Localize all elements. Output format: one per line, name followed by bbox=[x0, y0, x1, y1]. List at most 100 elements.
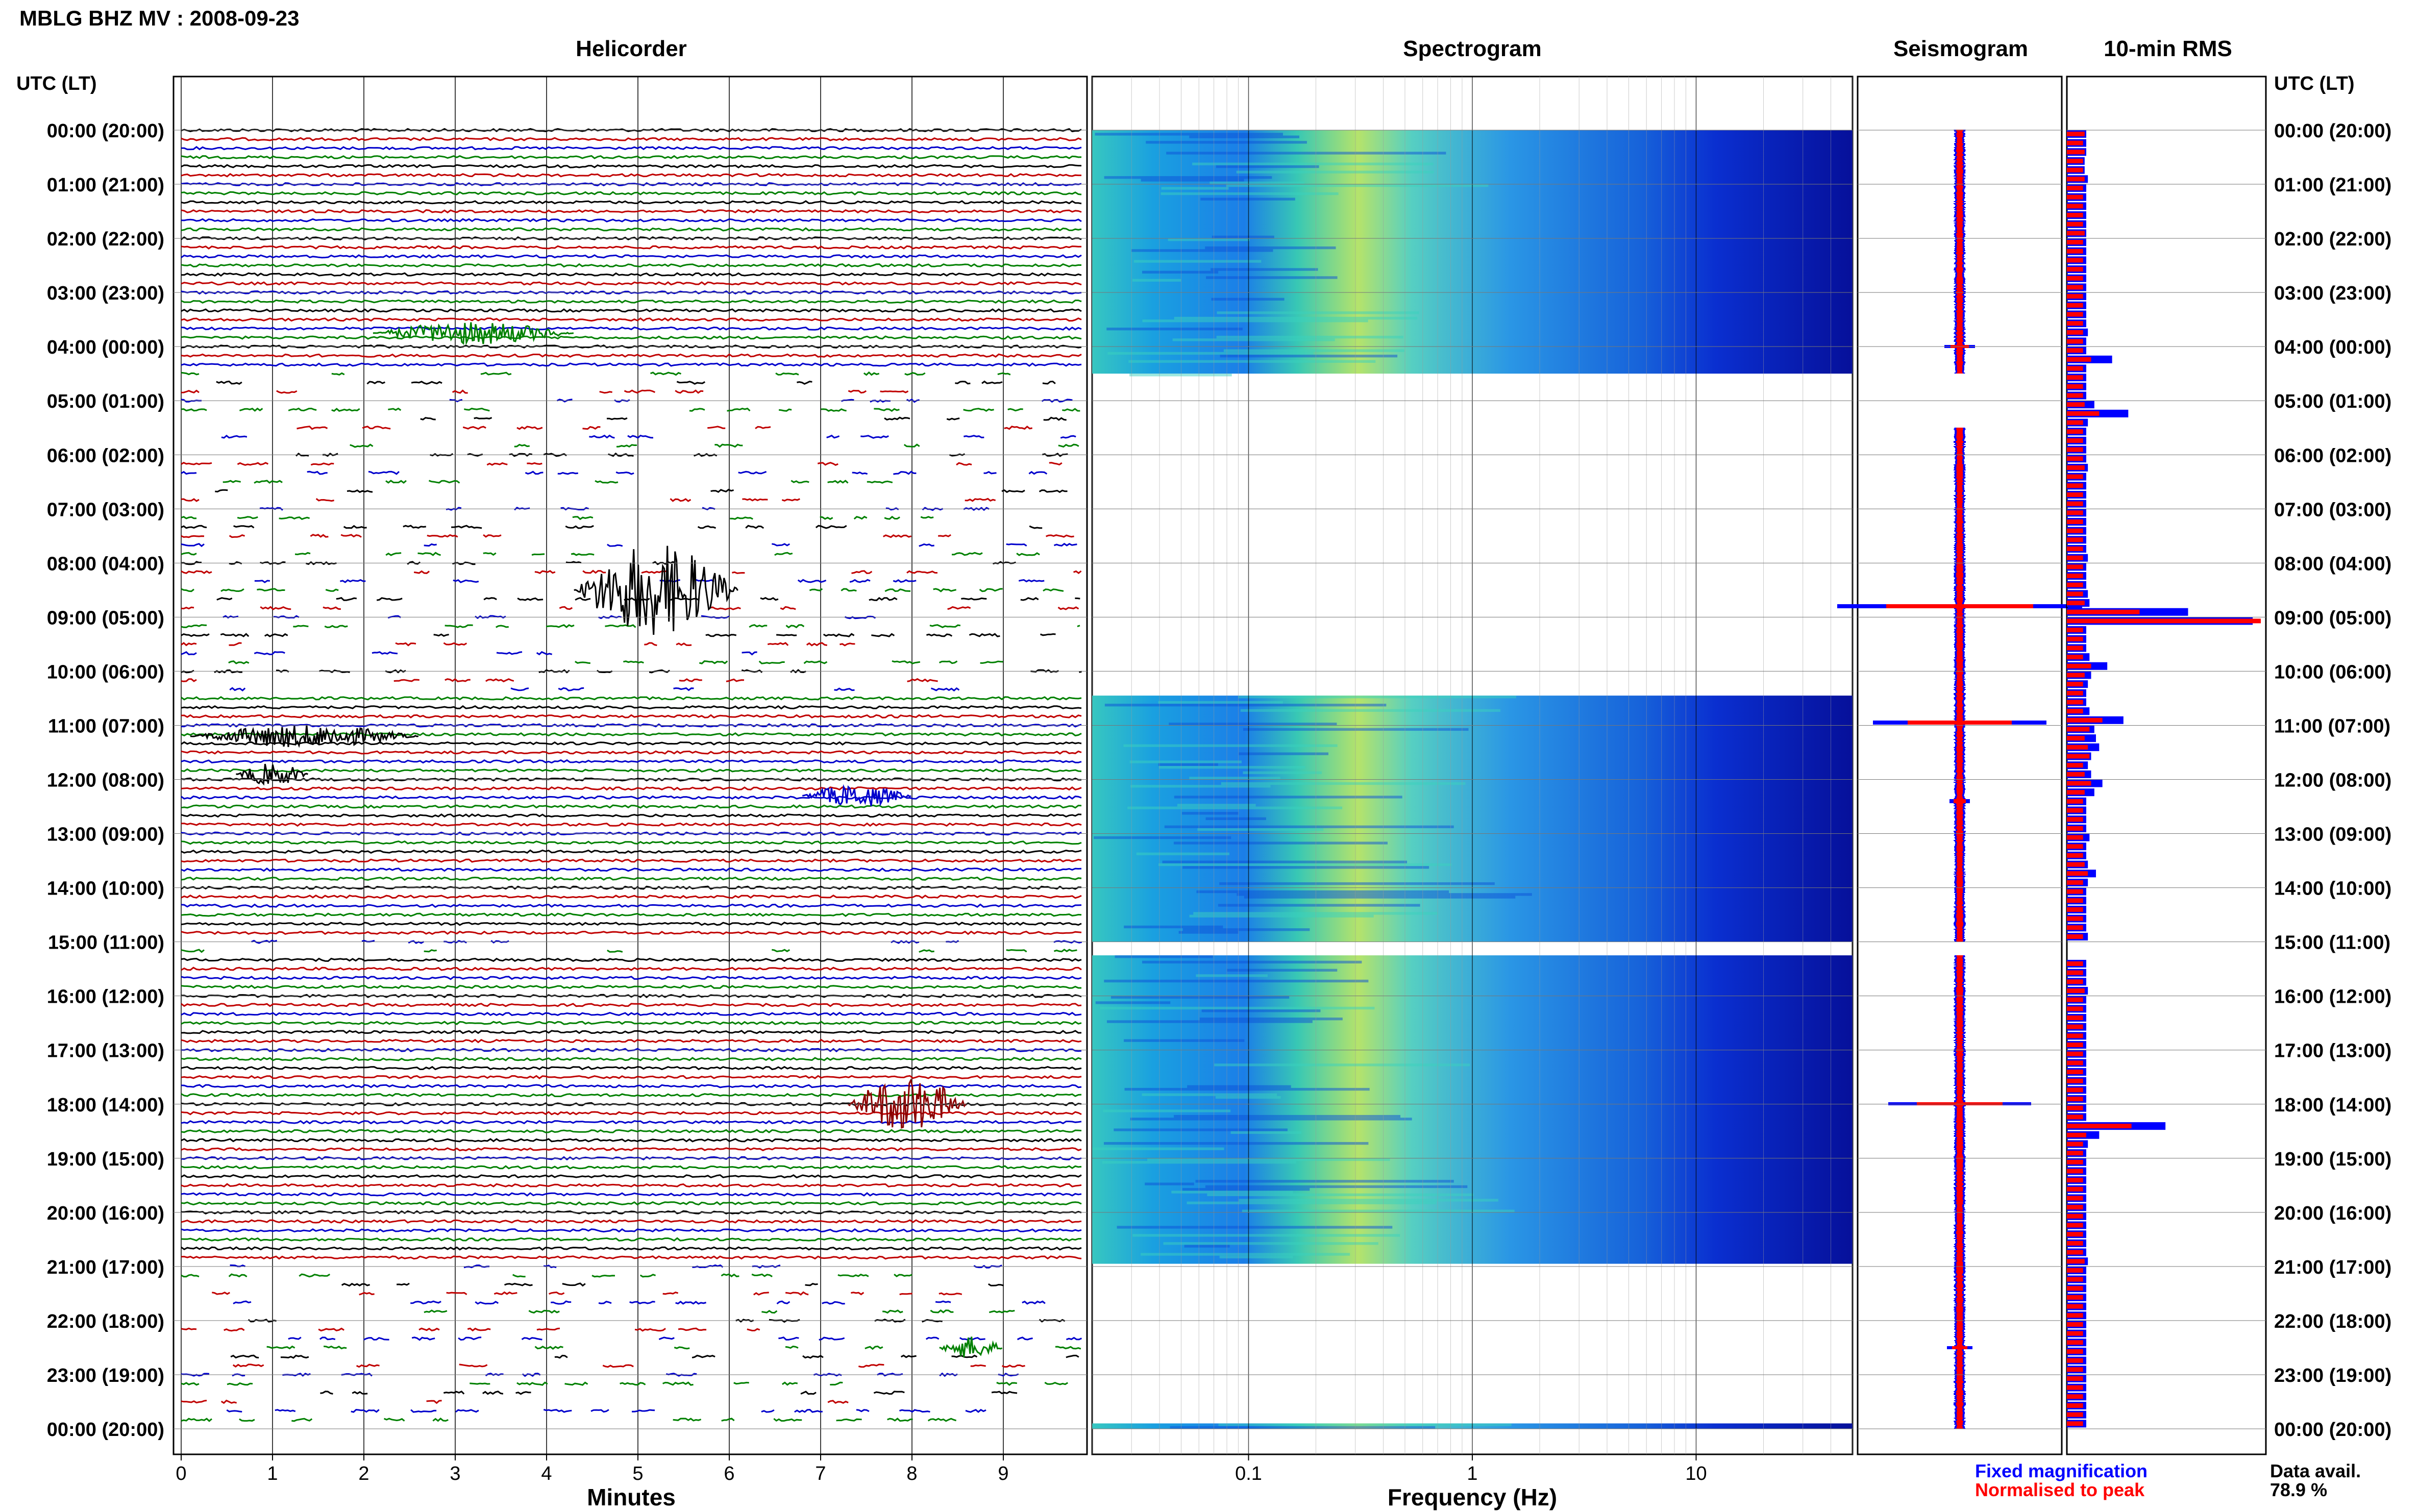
rms-bar-normalised bbox=[2067, 231, 2085, 236]
rms-bar-normalised bbox=[2067, 1241, 2083, 1246]
rms-bar-normalised bbox=[2067, 628, 2083, 633]
rms-bar-normalised bbox=[2067, 1151, 2083, 1156]
spectrogram-texture bbox=[1131, 249, 1273, 252]
helicorder-trace bbox=[181, 552, 1040, 556]
helicorder-trace bbox=[226, 1408, 986, 1413]
helicorder-trace bbox=[181, 254, 1082, 259]
helicorder-trace bbox=[181, 525, 1043, 529]
rms-bar-normalised bbox=[2067, 221, 2083, 227]
helicorder-trace bbox=[181, 1111, 1082, 1116]
rms-bar-normalised bbox=[2067, 898, 2083, 903]
rms-bar-normalised bbox=[2067, 1006, 2083, 1011]
helicorder-trace bbox=[181, 344, 1082, 349]
helicorder-event bbox=[802, 784, 911, 807]
rms-bar-normalised bbox=[2067, 745, 2088, 750]
spectrogram-texture bbox=[1142, 960, 1362, 964]
time-label-right: 08:00 (04:00) bbox=[2274, 553, 2391, 575]
rms-bar-normalised bbox=[2067, 609, 2140, 614]
rms-bar-normalised bbox=[2067, 844, 2083, 849]
rms-bar-normalised bbox=[2067, 709, 2083, 714]
spectrogram-texture bbox=[1114, 1128, 1288, 1131]
helicorder-event bbox=[939, 1336, 1003, 1357]
rms-bar-normalised bbox=[2067, 177, 2085, 182]
spectrogram-texture bbox=[1174, 1114, 1401, 1118]
helicorder-trace bbox=[212, 1291, 962, 1296]
helicorder-trace bbox=[181, 1201, 1082, 1206]
rms-bar-normalised bbox=[2067, 1421, 2083, 1426]
rms-bar-normalised bbox=[2067, 1132, 2086, 1137]
spectrogram-texture bbox=[1187, 1085, 1291, 1088]
helicorder-trace bbox=[181, 326, 1082, 331]
spectrogram-texture bbox=[1216, 165, 1319, 168]
rms-bar-normalised bbox=[2067, 357, 2091, 362]
helicorder-trace bbox=[181, 128, 1082, 133]
rms-bar-normalised bbox=[2067, 1286, 2083, 1291]
helicorder-trace bbox=[266, 1345, 1081, 1350]
spectrogram-texture bbox=[1218, 1423, 1512, 1426]
rms-bar-normalised bbox=[2067, 663, 2091, 668]
helicorder-trace bbox=[181, 1120, 1082, 1125]
spectrogram-texture bbox=[1168, 238, 1250, 241]
rms-bar-normalised bbox=[2067, 348, 2083, 353]
helicorder-trace bbox=[181, 1065, 1082, 1071]
spectrogram-texture bbox=[1172, 338, 1335, 341]
spectrogram-texture bbox=[1106, 328, 1243, 331]
time-label-right: 00:00 (20:00) bbox=[2274, 120, 2391, 142]
spectrogram-texture bbox=[1214, 1063, 1470, 1067]
spectrogram-texture bbox=[1161, 187, 1229, 190]
helicorder-trace bbox=[181, 588, 1064, 592]
helicorder-trace bbox=[228, 660, 1003, 664]
spectrogram-texture bbox=[1158, 701, 1283, 704]
spectrogram-panel bbox=[1091, 76, 1854, 1455]
minute-tick-label: 0 bbox=[176, 1463, 186, 1484]
spectrogram-texture bbox=[1136, 852, 1229, 855]
helicorder-trace bbox=[181, 173, 1081, 178]
helicorder-trace bbox=[181, 1237, 1082, 1242]
rms-bar-normalised bbox=[2067, 1349, 2083, 1354]
spectrogram-texture bbox=[1182, 1188, 1310, 1191]
seismogram-frame bbox=[1857, 76, 2063, 1455]
rms-bar-normalised bbox=[2067, 916, 2083, 921]
time-label-left: 05:00 (01:00) bbox=[47, 391, 164, 412]
rms-frame bbox=[2066, 76, 2267, 1455]
rms-bar-normalised bbox=[2067, 601, 2085, 606]
helicorder-trace bbox=[181, 146, 1082, 151]
right-axis-title: UTC (LT) bbox=[2274, 73, 2355, 94]
rms-bar-normalised bbox=[2067, 1124, 2132, 1129]
spectrogram-texture bbox=[1177, 804, 1256, 807]
helicorder-trace bbox=[181, 542, 1077, 548]
helicorder-trace bbox=[181, 1003, 1082, 1007]
helicorder-trace bbox=[181, 876, 1082, 881]
helicorder-trace bbox=[181, 308, 1082, 313]
rms-bar-normalised bbox=[2067, 1295, 2083, 1300]
time-label-left: 20:00 (16:00) bbox=[47, 1203, 164, 1224]
rms-bar-normalised bbox=[2067, 646, 2083, 651]
helicorder-trace bbox=[181, 515, 934, 520]
helicorder-trace bbox=[181, 1417, 957, 1422]
helicorder-trace bbox=[181, 1147, 1082, 1152]
rms-bar-normalised bbox=[2067, 781, 2091, 786]
spectrogram-texture bbox=[1166, 152, 1446, 155]
helicorder-trace bbox=[230, 1354, 1079, 1359]
rms-bar-normalised bbox=[2067, 492, 2083, 497]
helicorder-trace bbox=[181, 1228, 1082, 1233]
rms-bar-normalised bbox=[2067, 673, 2085, 678]
spectrogram-texture bbox=[1182, 866, 1429, 869]
rms-bar-normalised bbox=[2067, 456, 2083, 461]
helicorder-event bbox=[574, 546, 738, 635]
helicorder-trace bbox=[181, 1165, 1082, 1170]
spectrogram-texture bbox=[1243, 771, 1322, 774]
rms-bar-normalised bbox=[2067, 1213, 2083, 1219]
spectrogram-texture bbox=[1164, 825, 1454, 828]
helicorder-trace bbox=[181, 759, 1082, 764]
time-label-right: 21:00 (17:00) bbox=[2274, 1257, 2391, 1278]
spectrogram-texture bbox=[1217, 311, 1419, 314]
helicorder-trace bbox=[181, 912, 1082, 917]
rms-bar-normalised bbox=[2067, 564, 2083, 569]
helicorder-trace bbox=[216, 380, 1056, 385]
spectrogram-texture bbox=[1238, 696, 1516, 699]
spectrogram-texture bbox=[1197, 828, 1324, 831]
time-label-left: 17:00 (13:00) bbox=[47, 1040, 164, 1062]
helicorder-trace bbox=[181, 795, 1082, 800]
